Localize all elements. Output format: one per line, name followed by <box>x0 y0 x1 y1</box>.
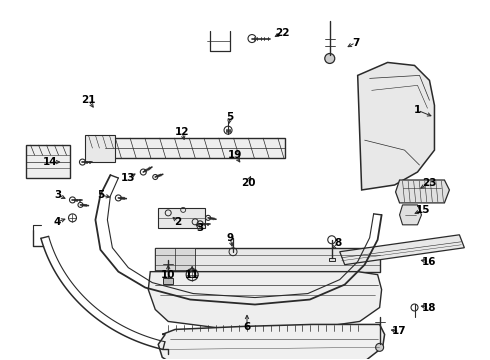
Text: 10: 10 <box>161 270 175 280</box>
Circle shape <box>325 54 335 63</box>
Text: 4: 4 <box>54 217 61 227</box>
Text: 5: 5 <box>226 112 234 122</box>
Text: 19: 19 <box>228 150 242 160</box>
Polygon shape <box>358 62 435 190</box>
Polygon shape <box>155 248 380 272</box>
Polygon shape <box>105 138 285 158</box>
Text: 2: 2 <box>174 217 182 227</box>
Polygon shape <box>163 278 173 284</box>
Text: 18: 18 <box>422 302 437 312</box>
Text: 11: 11 <box>185 270 199 280</box>
Polygon shape <box>158 324 385 360</box>
Text: 15: 15 <box>416 205 431 215</box>
Text: 7: 7 <box>352 37 359 48</box>
Text: 14: 14 <box>43 157 58 167</box>
Text: 3: 3 <box>54 190 61 200</box>
Text: 22: 22 <box>275 28 289 37</box>
Polygon shape <box>340 235 465 265</box>
Text: 23: 23 <box>422 178 437 188</box>
Polygon shape <box>25 145 71 178</box>
Polygon shape <box>158 208 205 228</box>
Text: 9: 9 <box>226 233 234 243</box>
Text: 3: 3 <box>196 223 204 233</box>
Polygon shape <box>85 135 115 162</box>
Text: 12: 12 <box>175 127 190 137</box>
Polygon shape <box>395 180 449 203</box>
Polygon shape <box>155 248 195 270</box>
Polygon shape <box>148 272 382 329</box>
Text: 8: 8 <box>334 238 342 248</box>
Text: 16: 16 <box>422 257 437 267</box>
Text: 20: 20 <box>241 178 255 188</box>
Text: 13: 13 <box>121 173 136 183</box>
Text: 21: 21 <box>81 95 96 105</box>
Polygon shape <box>399 205 421 225</box>
Polygon shape <box>329 258 335 261</box>
Text: 5: 5 <box>97 190 104 200</box>
Circle shape <box>376 343 384 351</box>
Text: 17: 17 <box>392 327 407 336</box>
Text: 6: 6 <box>244 323 250 332</box>
Text: 1: 1 <box>414 105 421 115</box>
